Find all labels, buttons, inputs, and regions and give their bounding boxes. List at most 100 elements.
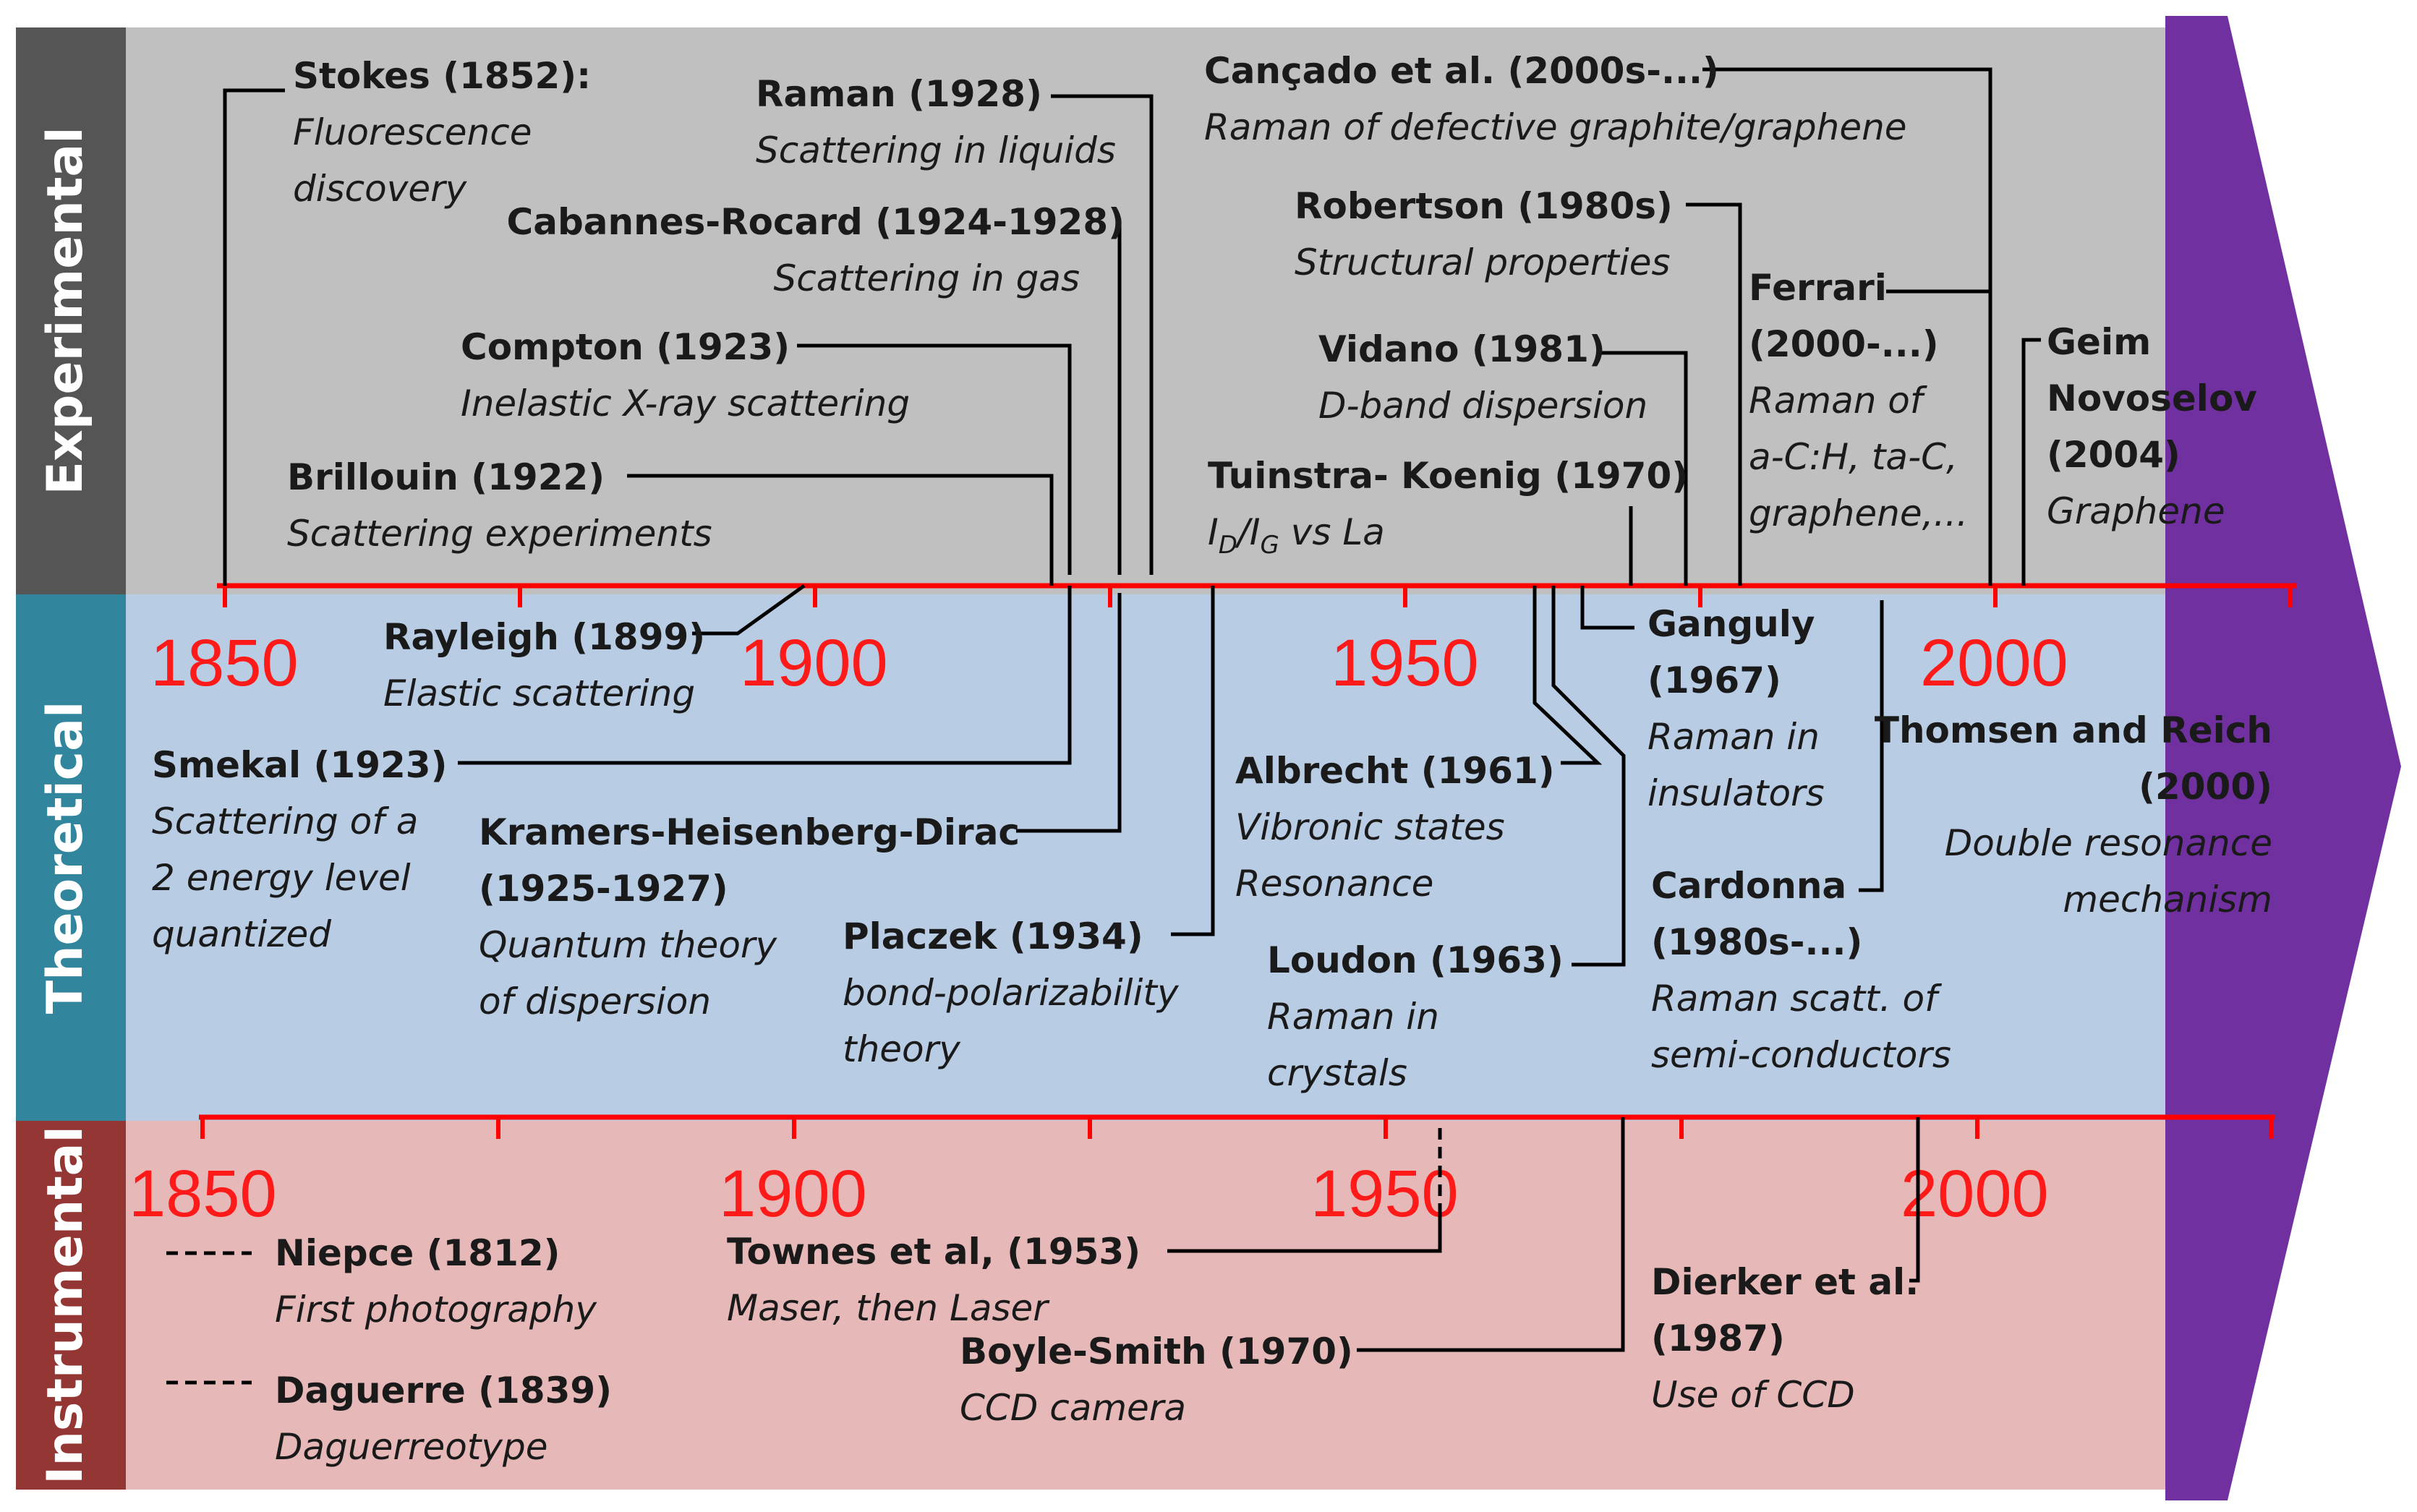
smekal-connector: [458, 586, 1072, 765]
lower-year-2000: 2000: [1901, 1157, 2049, 1231]
loudon-connector: [1551, 586, 1626, 967]
lower-year-1950: 1950: [1310, 1157, 1459, 1231]
albrecht-title: Albrecht (1961): [1235, 750, 1555, 792]
cardonna-desc-1: Raman scatt. of: [1651, 978, 1942, 1020]
ferrari-title-1: Ferrari: [1749, 267, 1887, 309]
rayleigh-title: Rayleigh (1899): [383, 616, 705, 658]
smekal-desc-2: 2 energy level: [152, 857, 411, 899]
compton-title: Compton (1923): [461, 326, 790, 368]
stokes-desc-1: Fluorescence: [293, 111, 532, 153]
upper-axis-ticks: [223, 586, 2293, 607]
robertson-title: Robertson (1980s): [1295, 185, 1673, 227]
townes-title: Townes et al, (1953): [727, 1231, 1141, 1273]
niepce-title: Niepce (1812): [275, 1232, 560, 1274]
experimental-label-block: [16, 27, 126, 594]
ferrari-title-2: (2000-...): [1749, 323, 1939, 365]
brillouin-desc: Scattering experiments: [287, 513, 712, 555]
ganguly-desc-2: insulators: [1647, 772, 1825, 814]
thomsen-desc-1: Double resonance: [1945, 822, 2272, 864]
dierker-title-2: (1987): [1651, 1317, 1785, 1359]
ganguly-title-1: Ganguly: [1647, 603, 1815, 645]
ganguly-event: Ganguly (1967) Raman in insulators: [1647, 603, 1825, 814]
vidano-desc: D-band dispersion: [1318, 385, 1647, 427]
upper-year-1950: 1950: [1331, 626, 1479, 700]
kramers-title-1: Kramers-Heisenberg-Dirac: [479, 811, 1020, 853]
thomsen-desc-2: mechanism: [2063, 879, 2272, 921]
albrecht-event: Albrecht (1961) Vibronic states Resonanc…: [1235, 750, 1555, 905]
raman-event: Raman (1928) Scattering in liquids: [756, 73, 1116, 171]
upper-year-2000: 2000: [1920, 626, 2068, 700]
dierker-event: Dierker et al. (1987) Use of CCD: [1651, 1261, 1919, 1416]
cabannes-desc: Scattering in gas: [773, 257, 1080, 299]
boyle-desc: CCD camera: [960, 1387, 1186, 1429]
experimental-band: [126, 27, 2165, 594]
cabannes-event: Cabannes-Rocard (1924-1928) Scattering i…: [507, 201, 1125, 299]
tuinstra-event: Tuinstra- Koenig (1970) ID/IG vs La: [1208, 455, 1688, 560]
ferrari-desc-2: a-C:H, ta-C,: [1749, 436, 1958, 478]
ganguly-title-2: (1967): [1647, 659, 1781, 701]
townes-event: Townes et al, (1953) Maser, then Laser: [727, 1231, 1141, 1329]
placzek-desc-1: bond-polarizability: [843, 972, 1180, 1014]
upper-year-1900: 1900: [740, 626, 888, 700]
stokes-connector: [223, 88, 285, 586]
lower-year-1900: 1900: [719, 1157, 867, 1231]
geim-title-3: (2004): [2047, 434, 2181, 476]
cardonna-event: Cardonna (1980s-...) Raman scatt. of sem…: [1651, 865, 1951, 1076]
raman-title: Raman (1928): [756, 73, 1042, 115]
robertson-connector: [1686, 202, 1742, 586]
instrumental-connectors: [166, 1117, 1920, 1385]
kramers-title-2: (1925-1927): [479, 868, 728, 910]
daguerre-title: Daguerre (1839): [275, 1370, 612, 1411]
albrecht-desc-2: Resonance: [1235, 863, 1433, 905]
cardonna-title-2: (1980s-...): [1651, 921, 1862, 963]
geim-title-2: Novoselov: [2047, 377, 2257, 419]
compton-connector: [797, 343, 1072, 575]
smekal-title: Smekal (1923): [152, 744, 447, 786]
instrumental-label-block: [16, 1121, 126, 1490]
stokes-event: Stokes (1852): Fluorescence discovery: [293, 55, 591, 210]
smekal-event: Smekal (1923) Scattering of a 2 energy l…: [152, 744, 447, 955]
geim-event: Geim Novoselov (2004) Graphene: [2047, 321, 2257, 532]
dierker-desc: Use of CCD: [1651, 1374, 1855, 1416]
lower-year-1850: 1850: [129, 1157, 277, 1231]
theoretical-band: [126, 594, 2165, 1121]
niepce-desc: First photography: [275, 1289, 597, 1331]
compton-event: Compton (1923) Inelastic X-ray scatterin…: [461, 326, 910, 424]
niepce-event: Niepce (1812) First photography: [275, 1232, 597, 1331]
kramers-connector: [1016, 593, 1122, 833]
cancado-connector: [1702, 67, 1992, 586]
geim-connector: [2021, 338, 2041, 586]
smekal-desc-3: quantized: [152, 913, 331, 955]
tuinstra-title: Tuinstra- Koenig (1970): [1208, 455, 1688, 497]
loudon-title: Loudon (1963): [1267, 939, 1564, 981]
townes-connector: [1167, 1215, 1442, 1253]
geim-title-1: Geim: [2047, 321, 2151, 363]
ferrari-desc-1: Raman of: [1749, 380, 1927, 422]
ferrari-event: Ferrari (2000-...) Raman of a-C:H, ta-C,…: [1749, 267, 1968, 534]
boyle-event: Boyle-Smith (1970) CCD camera: [960, 1331, 1353, 1429]
vidano-event: Vidano (1981) D-band dispersion: [1318, 328, 1647, 427]
theoretical-connectors: [458, 584, 1884, 967]
ganguly-desc-1: Raman in: [1647, 716, 1820, 758]
ferrari-desc-3: graphene,...: [1749, 492, 1968, 534]
albrecht-connector: [1533, 586, 1603, 765]
tuinstra-desc: ID/IG vs La: [1208, 511, 1385, 560]
experimental-connectors: [223, 67, 2041, 586]
thomsen-title-1: Thomsen and Reich: [1875, 709, 2272, 751]
stokes-desc-2: discovery: [293, 168, 468, 210]
placzek-desc-2: theory: [843, 1028, 961, 1070]
robertson-event: Robertson (1980s) Structural properties: [1295, 185, 1673, 283]
cancado-desc: Raman of defective graphite/graphene: [1204, 106, 1907, 148]
rayleigh-connector: [692, 584, 806, 636]
boyle-title: Boyle-Smith (1970): [960, 1331, 1353, 1372]
lower-axis-ticks: [200, 1117, 2273, 1139]
stokes-title: Stokes (1852):: [293, 55, 591, 97]
raman-connector: [1051, 94, 1154, 575]
thomsen-event: Thomsen and Reich (2000) Double resonanc…: [1875, 709, 2272, 921]
placzek-title: Placzek (1934): [843, 915, 1143, 957]
dierker-connector: [1909, 1117, 1920, 1283]
robertson-desc: Structural properties: [1295, 242, 1671, 283]
loudon-desc-1: Raman in: [1267, 996, 1439, 1038]
boyle-connector: [1357, 1117, 1625, 1352]
